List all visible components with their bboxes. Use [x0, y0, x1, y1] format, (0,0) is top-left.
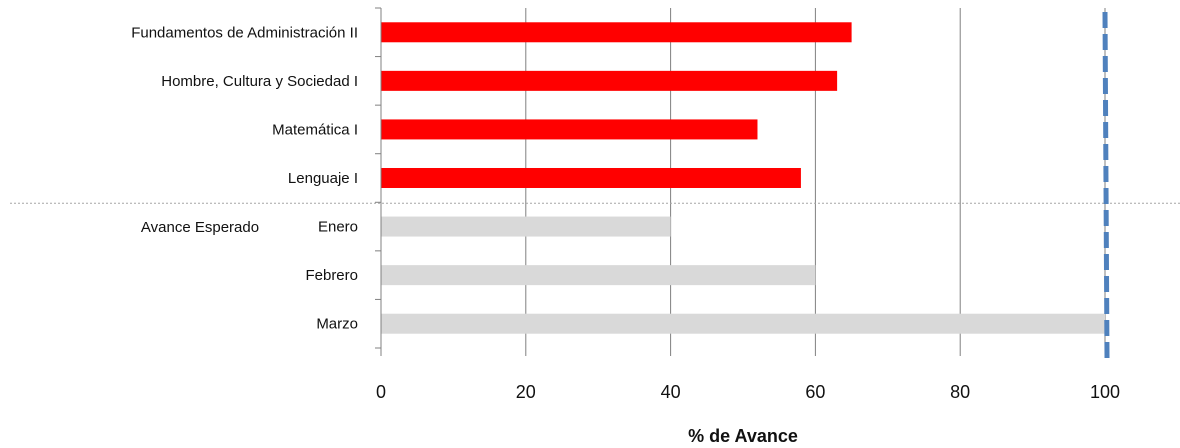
bar-fundamentos-de-administracion-ii — [381, 22, 852, 42]
x-tick-label-40: 40 — [661, 382, 681, 402]
bar-lenguaje-i — [381, 168, 801, 188]
x-tick-label-80: 80 — [950, 382, 970, 402]
x-tick-label-0: 0 — [376, 382, 386, 402]
x-tick-label-20: 20 — [516, 382, 536, 402]
category-label-hombre-cultura-y-sociedad-i: Hombre, Cultura y Sociedad I — [161, 73, 358, 90]
bars — [381, 22, 1105, 333]
x-tick-label-60: 60 — [805, 382, 825, 402]
bar-marzo — [381, 314, 1105, 334]
bar-febrero — [381, 265, 815, 285]
x-axis-title: % de Avance — [688, 426, 798, 446]
category-label-marzo: Marzo — [316, 316, 358, 333]
category-label-febrero: Febrero — [305, 267, 358, 284]
category-label-matematica-i: Matemática I — [272, 121, 358, 138]
x-tick-label-100: 100 — [1090, 382, 1120, 402]
category-label-enero: Enero — [318, 219, 358, 236]
bar-hombre-cultura-y-sociedad-i — [381, 71, 837, 91]
group-label-avance-esperado: Avance Esperado — [141, 219, 259, 236]
bar-matematica-i — [381, 119, 757, 139]
bar-enero — [381, 217, 671, 237]
category-label-lenguaje-i: Lenguaje I — [288, 170, 358, 187]
category-label-fundamentos-de-administracion-ii: Fundamentos de Administración II — [131, 24, 358, 41]
